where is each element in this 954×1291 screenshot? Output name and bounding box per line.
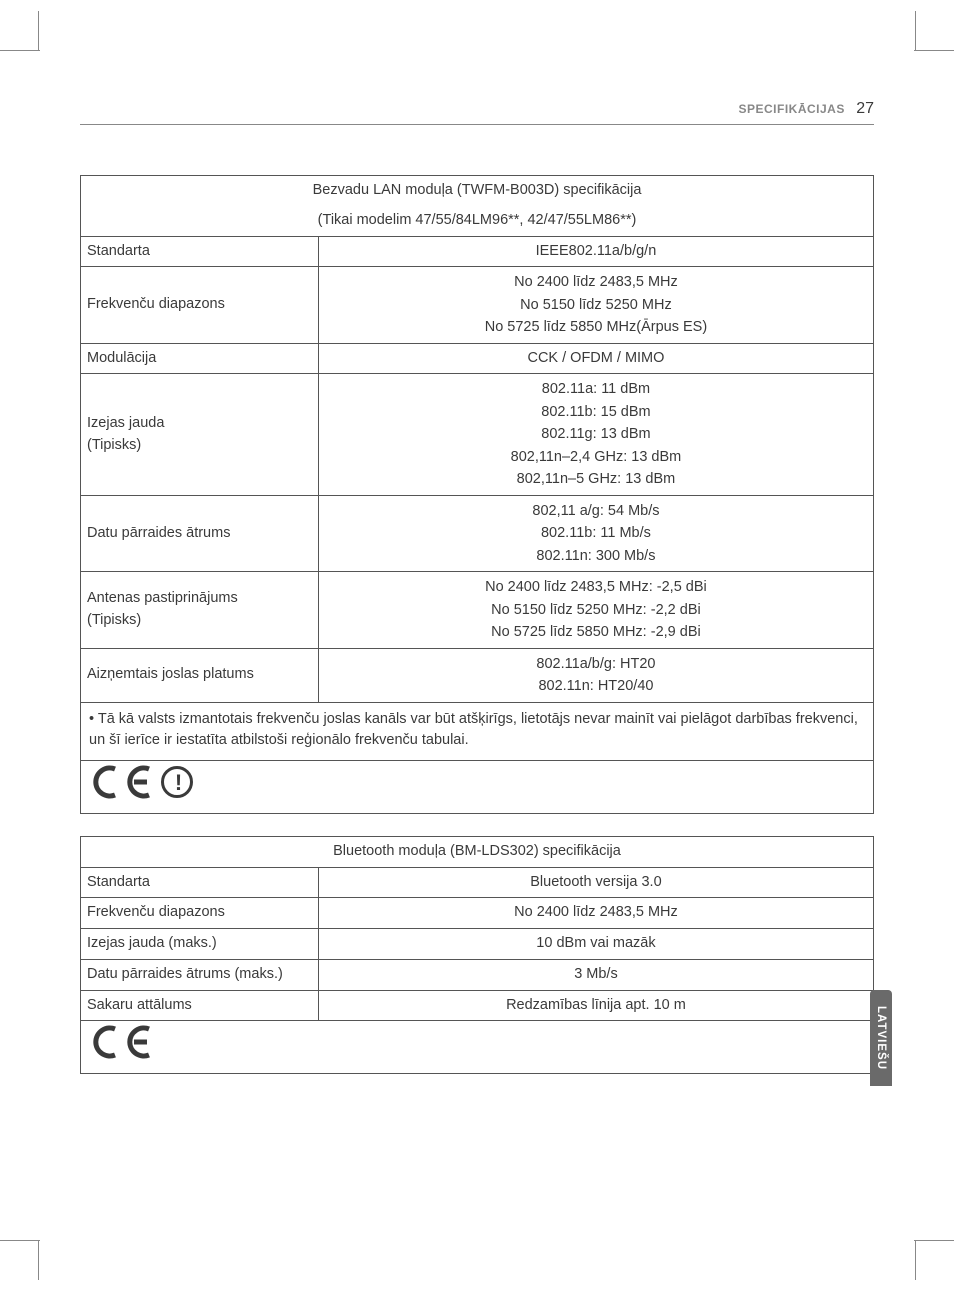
- value-line: 802,11n–5 GHz: 13 dBm: [325, 468, 867, 490]
- table-row: Modulācija CCK / OFDM / MIMO: [81, 343, 874, 374]
- row-label: Izejas jauda (Tipisks): [81, 374, 319, 495]
- row-value: 802.11a/b/g: HT20 802.11n: HT20/40: [318, 648, 873, 702]
- table-row: Standarta IEEE802.11a/b/g/n: [81, 236, 874, 267]
- value-line: No 5150 līdz 5250 MHz: [325, 294, 867, 316]
- row-value: IEEE802.11a/b/g/n: [318, 236, 873, 267]
- language-tab: LATVIEŠU: [870, 990, 892, 1086]
- row-label: Standarta: [81, 867, 319, 898]
- crop-mark: [0, 1201, 40, 1241]
- page-number: 27: [856, 100, 874, 117]
- ce-c-icon: [89, 765, 119, 799]
- row-label: Modulācija: [81, 343, 319, 374]
- row-value: Bluetooth versija 3.0: [318, 867, 873, 898]
- page-header: SPECIFIKĀCIJAS 27: [80, 100, 874, 125]
- value-line: 802.11n: 300 Mb/s: [325, 545, 867, 567]
- ce-mark-row: [81, 1021, 874, 1074]
- table-row: Antenas pastiprinājums (Tipisks) No 2400…: [81, 572, 874, 648]
- table-row: Izejas jauda (maks.) 10 dBm vai mazāk: [81, 929, 874, 960]
- ce-mark-row: !: [81, 761, 874, 814]
- row-label: Frekvenču diapazons: [81, 267, 319, 343]
- label-line: Antenas pastiprinājums: [87, 588, 312, 610]
- ce-e-icon: [123, 765, 153, 799]
- row-label: Frekvenču diapazons: [81, 898, 319, 929]
- row-label: Aizņemtais joslas platums: [81, 648, 319, 702]
- label-line: (Tipisks): [87, 610, 312, 632]
- alert-icon: !: [161, 766, 193, 798]
- ce-c-icon: [89, 1025, 119, 1059]
- value-line: No 5725 līdz 5850 MHz: -2,9 dBi: [325, 621, 867, 643]
- table-title-row: Bluetooth moduļa (BM-LDS302) specifikāci…: [81, 836, 874, 867]
- table-row: Sakaru attālums Redzamības līnija apt. 1…: [81, 990, 874, 1021]
- page-content: SPECIFIKĀCIJAS 27 Bezvadu LAN moduļa (TW…: [0, 0, 954, 1074]
- section-name: SPECIFIKĀCIJAS: [739, 102, 845, 116]
- bluetooth-spec-table: Bluetooth moduļa (BM-LDS302) specifikāci…: [80, 836, 874, 1074]
- table-title: Bluetooth moduļa (BM-LDS302) specifikāci…: [81, 836, 874, 867]
- ce-mark-icon: !: [89, 765, 193, 799]
- row-label: Izejas jauda (maks.): [81, 929, 319, 960]
- table-row: Frekvenču diapazons No 2400 līdz 2483,5 …: [81, 267, 874, 343]
- table-title-row: Bezvadu LAN moduļa (TWFM-B003D) specifik…: [81, 176, 874, 206]
- table-row: Aizņemtais joslas platums 802.11a/b/g: H…: [81, 648, 874, 702]
- value-line: 802.11b: 15 dBm: [325, 401, 867, 423]
- ce-e-icon: [123, 1025, 153, 1059]
- note-text: Tā kā valsts izmantotais frekvenču josla…: [89, 711, 858, 749]
- table-row: Standarta Bluetooth versija 3.0: [81, 867, 874, 898]
- value-line: 802.11n: HT20/40: [325, 675, 867, 697]
- table-row: Datu pārraides ātrums 802,11 a/g: 54 Mb/…: [81, 495, 874, 571]
- value-line: 802.11a/b/g: HT20: [325, 653, 867, 675]
- value-line: No 5150 līdz 5250 MHz: -2,2 dBi: [325, 599, 867, 621]
- row-label: Standarta: [81, 236, 319, 267]
- table-subtitle: (Tikai modelim 47/55/84LM96**, 42/47/55L…: [81, 206, 874, 236]
- table-title: Bezvadu LAN moduļa (TWFM-B003D) specifik…: [81, 176, 874, 206]
- row-value: 802,11 a/g: 54 Mb/s 802.11b: 11 Mb/s 802…: [318, 495, 873, 571]
- value-line: 802,11 a/g: 54 Mb/s: [325, 500, 867, 522]
- ce-mark-cell: !: [81, 761, 874, 814]
- value-line: No 2400 līdz 2483,5 MHz: -2,5 dBi: [325, 576, 867, 598]
- bullet: •: [89, 711, 94, 727]
- label-line: (Tipisks): [87, 435, 312, 457]
- table-note: • Tā kā valsts izmantotais frekvenču jos…: [81, 702, 874, 761]
- row-label: Datu pārraides ātrums: [81, 495, 319, 571]
- value-line: No 2400 līdz 2483,5 MHz: [325, 271, 867, 293]
- crop-mark: [914, 1201, 954, 1241]
- row-value: Redzamības līnija apt. 10 m: [318, 990, 873, 1021]
- row-value: 3 Mb/s: [318, 959, 873, 990]
- row-value: CCK / OFDM / MIMO: [318, 343, 873, 374]
- ce-mark-cell: [81, 1021, 874, 1074]
- table-row: Izejas jauda (Tipisks) 802.11a: 11 dBm 8…: [81, 374, 874, 495]
- table-note-row: • Tā kā valsts izmantotais frekvenču jos…: [81, 702, 874, 761]
- value-line: 802.11b: 11 Mb/s: [325, 522, 867, 544]
- table-subtitle-row: (Tikai modelim 47/55/84LM96**, 42/47/55L…: [81, 206, 874, 236]
- row-value: 802.11a: 11 dBm 802.11b: 15 dBm 802.11g:…: [318, 374, 873, 495]
- row-label: Antenas pastiprinājums (Tipisks): [81, 572, 319, 648]
- row-value: 10 dBm vai mazāk: [318, 929, 873, 960]
- row-label: Sakaru attālums: [81, 990, 319, 1021]
- label-line: Izejas jauda: [87, 413, 312, 435]
- value-line: No 5725 līdz 5850 MHz(Ārpus ES): [325, 316, 867, 338]
- crop-mark: [914, 50, 954, 90]
- crop-mark: [0, 50, 40, 90]
- row-value: No 2400 līdz 2483,5 MHz: -2,5 dBi No 515…: [318, 572, 873, 648]
- value-line: 802.11a: 11 dBm: [325, 378, 867, 400]
- row-value: No 2400 līdz 2483,5 MHz: [318, 898, 873, 929]
- value-line: 802,11n–2,4 GHz: 13 dBm: [325, 446, 867, 468]
- table-row: Frekvenču diapazons No 2400 līdz 2483,5 …: [81, 898, 874, 929]
- table-row: Datu pārraides ātrums (maks.) 3 Mb/s: [81, 959, 874, 990]
- ce-mark-icon: [89, 1025, 153, 1059]
- wlan-spec-table: Bezvadu LAN moduļa (TWFM-B003D) specifik…: [80, 175, 874, 814]
- value-line: 802.11g: 13 dBm: [325, 423, 867, 445]
- row-value: No 2400 līdz 2483,5 MHz No 5150 līdz 525…: [318, 267, 873, 343]
- row-label: Datu pārraides ātrums (maks.): [81, 959, 319, 990]
